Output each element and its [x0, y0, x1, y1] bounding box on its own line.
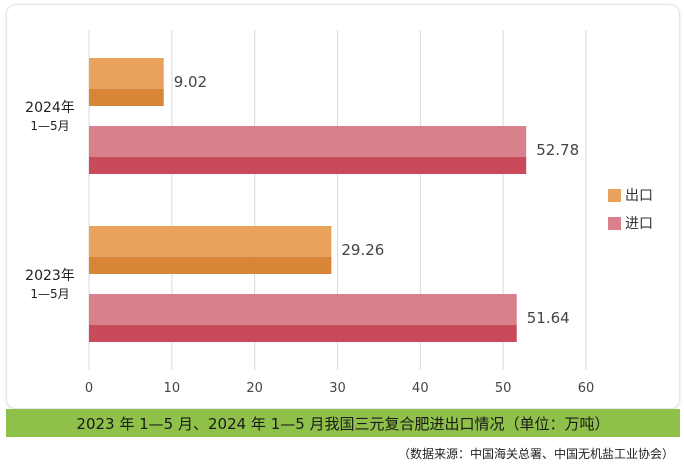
data-label-import-1: 51.64 — [527, 309, 570, 327]
chart-title: 2023 年 1—5 月、2024 年 1—5 月我国三元复合肥进出口情况（单位… — [76, 414, 610, 433]
bar-chart: 0 10 20 30 40 50 60 9.02 52.78 2024年 1—5月 29.26 51.6… — [25, 30, 595, 396]
category-label-year-0: 2024年 — [25, 100, 75, 116]
x-tick-label-50: 50 — [495, 381, 512, 396]
x-tick-label-40: 40 — [412, 381, 429, 396]
bar-import-1 — [89, 294, 517, 325]
x-tick-label-60: 60 — [578, 381, 595, 396]
legend-label-export: 出口 — [625, 188, 653, 204]
bar-import-0 — [89, 126, 527, 157]
bar-shade-export-1 — [89, 256, 332, 274]
legend-item-import: 进口 — [608, 213, 653, 233]
data-label-export-1: 29.26 — [341, 241, 384, 259]
data-label-export-0: 9.02 — [174, 73, 207, 91]
legend-swatch-import — [608, 216, 621, 230]
bar-export-0 — [89, 58, 164, 89]
bar-shade-import-0 — [89, 156, 527, 174]
legend-swatch-export — [608, 188, 621, 202]
bar-shade-import-1 — [89, 324, 517, 342]
bar-shade-export-0 — [89, 88, 164, 106]
legend-item-export: 出口 — [608, 185, 653, 205]
chart-title-band: 2023 年 1—5 月、2024 年 1—5 月我国三元复合肥进出口情况（单位… — [6, 409, 680, 437]
x-tick-label-0: 0 — [85, 381, 93, 396]
legend-label-import: 进口 — [625, 216, 653, 232]
x-tick-label-30: 30 — [329, 381, 346, 396]
data-label-import-0: 52.78 — [536, 141, 579, 159]
category-label-months-1: 1—5月 — [30, 287, 69, 301]
bar-export-1 — [89, 226, 332, 257]
x-tick-label-10: 10 — [164, 381, 181, 396]
source-note: （数据来源：中国海关总署、中国无机盐工业协会） — [397, 447, 674, 461]
category-label-year-1: 2023年 — [25, 268, 75, 284]
category-label-months-0: 1—5月 — [30, 119, 69, 133]
x-tick-label-20: 20 — [246, 381, 263, 396]
